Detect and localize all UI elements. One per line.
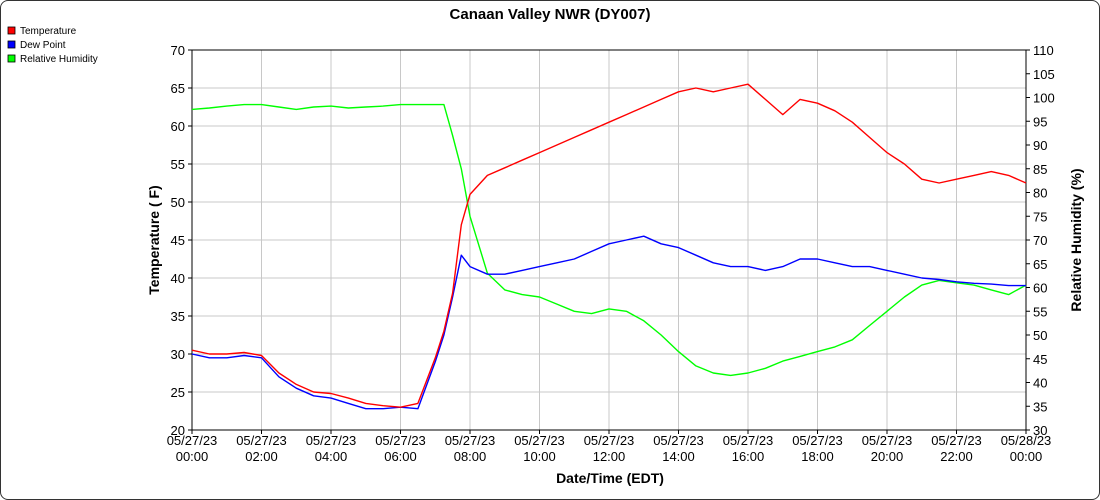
x-tick-date: 05/28/23: [1001, 433, 1052, 448]
y2-tick-label: 35: [1033, 399, 1047, 414]
x-tick-time: 00:00: [1010, 449, 1043, 464]
y2-tick-label: 85: [1033, 162, 1047, 177]
x-tick-date: 05/27/23: [445, 433, 496, 448]
x-axis-label: Date/Time (EDT): [556, 470, 664, 486]
x-tick-date: 05/27/23: [514, 433, 565, 448]
legend-label: Temperature: [20, 26, 77, 37]
y2-tick-label: 55: [1033, 304, 1047, 319]
y2-tick-label: 90: [1033, 138, 1047, 153]
legend: Temperature Dew Point Relative Humidity: [7, 26, 98, 65]
x-tick-date: 05/27/23: [167, 433, 218, 448]
x-tick-time: 18:00: [801, 449, 834, 464]
x-tick-date: 05/27/23: [862, 433, 913, 448]
y2-tick-label: 45: [1033, 352, 1047, 367]
y2-tick-label: 75: [1033, 209, 1047, 224]
legend-label: Relative Humidity: [20, 54, 98, 65]
x-tick-time: 00:00: [176, 449, 209, 464]
y2-axis-label: Relative Humidity (%): [1068, 168, 1084, 311]
x-tick-date: 05/27/23: [236, 433, 287, 448]
x-tick-date: 05/27/23: [306, 433, 357, 448]
y-tick-label: 45: [171, 233, 185, 248]
x-tick-time: 10:00: [523, 449, 556, 464]
x-tick-date: 05/27/23: [375, 433, 426, 448]
legend-swatch: [7, 54, 16, 63]
x-tick-time: 08:00: [454, 449, 487, 464]
x-tick-time: 12:00: [593, 449, 626, 464]
chart-title: Canaan Valley NWR (DY007): [450, 6, 651, 23]
y-tick-label: 35: [171, 309, 185, 324]
series-layer: [191, 83, 1027, 410]
y2-tick-label: 95: [1033, 114, 1047, 129]
y-tick-label: 40: [171, 271, 185, 286]
x-tick-time: 02:00: [245, 449, 278, 464]
y2-tick-label: 40: [1033, 376, 1047, 391]
legend-swatch: [7, 26, 16, 35]
y-tick-label: 65: [171, 81, 185, 96]
x-tick-date: 05/27/23: [653, 433, 704, 448]
y-axis-left: 20 25 30 35 40 45 50 55 60 65 70: [171, 43, 192, 438]
y2-tick-label: 65: [1033, 257, 1047, 272]
x-tick-date: 05/27/23: [792, 433, 843, 448]
y-tick-label: 55: [171, 157, 185, 172]
y-tick-label: 50: [171, 195, 185, 210]
y-tick-label: 70: [171, 43, 185, 58]
y2-tick-label: 70: [1033, 233, 1047, 248]
x-tick-time: 04:00: [315, 449, 348, 464]
x-tick-time: 06:00: [384, 449, 417, 464]
x-axis: 05/27/2300:0005/27/2302:0005/27/2304:000…: [167, 430, 1052, 464]
series-line-dew-point: [191, 235, 1026, 410]
y-tick-label: 25: [171, 385, 185, 400]
x-tick-date: 05/27/23: [931, 433, 982, 448]
x-tick-time: 20:00: [871, 449, 904, 464]
y-tick-label: 30: [171, 347, 185, 362]
x-tick-date: 05/27/23: [584, 433, 635, 448]
y2-tick-label: 110: [1033, 43, 1054, 58]
y2-tick-label: 30: [1033, 423, 1047, 438]
y2-tick-label: 80: [1033, 186, 1047, 201]
x-tick-date: 05/27/23: [723, 433, 774, 448]
legend-swatch: [7, 40, 16, 49]
y2-tick-label: 50: [1033, 328, 1047, 343]
y-tick-label: 20: [171, 423, 185, 438]
y-tick-label: 60: [171, 119, 185, 134]
y-axis-label: Temperature ( F): [146, 185, 162, 294]
series-line-temperature: [191, 83, 1027, 408]
y2-tick-label: 60: [1033, 281, 1047, 296]
y2-tick-label: 105: [1033, 67, 1055, 82]
y2-tick-label: 100: [1033, 91, 1055, 106]
x-tick-time: 16:00: [732, 449, 765, 464]
x-tick-time: 14:00: [662, 449, 695, 464]
y-axis-right: 30 35 40 45 50 55 60 65 70 75 80 85 90 95 100 105 110: [1026, 43, 1055, 438]
x-tick-time: 22:00: [940, 449, 973, 464]
series-line-relative-humidity: [191, 103, 1027, 377]
legend-label: Dew Point: [20, 40, 66, 51]
